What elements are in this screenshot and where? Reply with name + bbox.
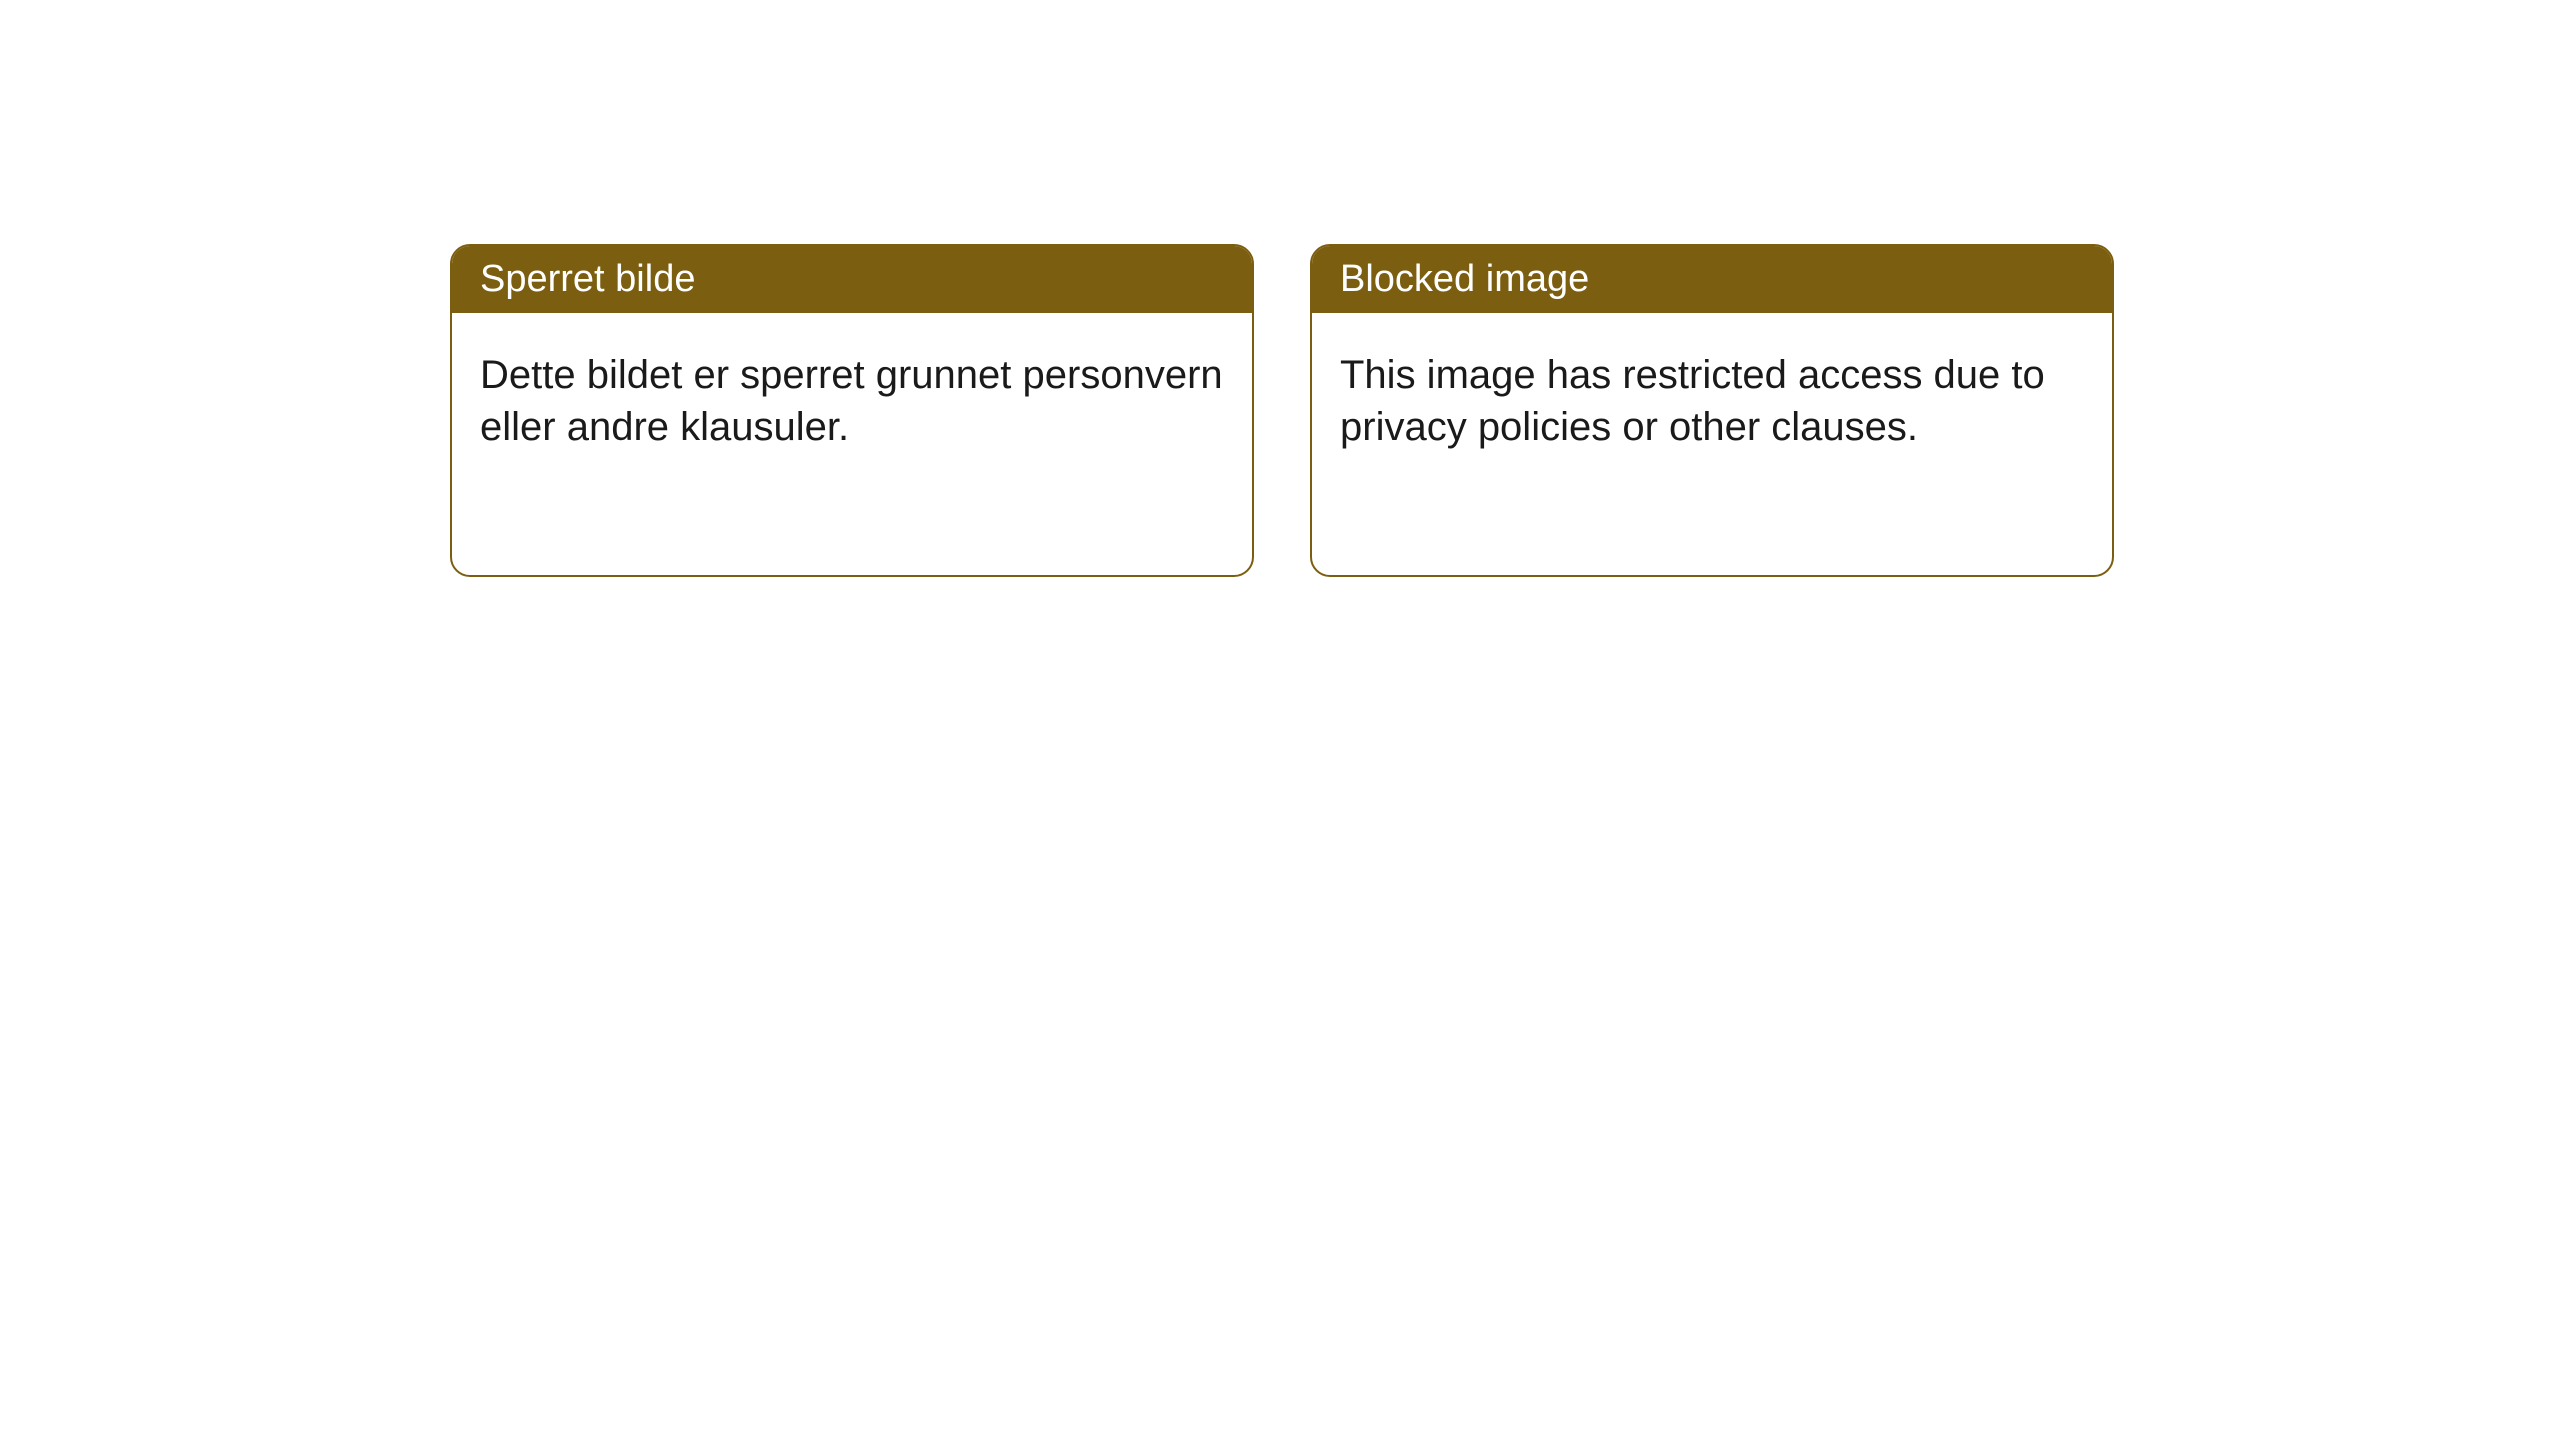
card-body: Dette bildet er sperret grunnet personve… — [452, 313, 1252, 489]
card-title: Blocked image — [1340, 258, 1589, 300]
notice-container: Sperret bilde Dette bildet er sperret gr… — [0, 0, 2560, 577]
card-header: Sperret bilde — [452, 246, 1252, 313]
card-body: This image has restricted access due to … — [1312, 313, 2112, 489]
card-header: Blocked image — [1312, 246, 2112, 313]
card-title: Sperret bilde — [480, 258, 695, 300]
blocked-image-card-en: Blocked image This image has restricted … — [1310, 244, 2114, 577]
blocked-image-card-no: Sperret bilde Dette bildet er sperret gr… — [450, 244, 1254, 577]
card-message: Dette bildet er sperret grunnet personve… — [480, 353, 1223, 449]
card-message: This image has restricted access due to … — [1340, 353, 2045, 449]
